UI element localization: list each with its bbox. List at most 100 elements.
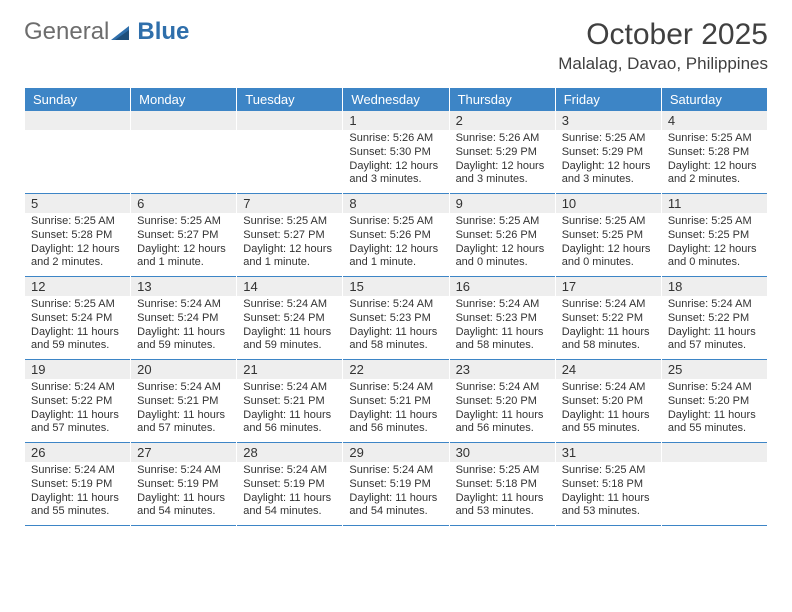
day-number: 25 xyxy=(662,360,767,379)
day-info xyxy=(25,130,130,138)
daylight-text: Daylight: 12 hours and 3 minutes. xyxy=(349,160,442,188)
day-info: Sunrise: 5:25 AMSunset: 5:26 PMDaylight:… xyxy=(343,213,448,276)
sunrise-text: Sunrise: 5:24 AM xyxy=(243,464,336,478)
day-info: Sunrise: 5:24 AMSunset: 5:24 PMDaylight:… xyxy=(131,296,236,359)
sunset-text: Sunset: 5:22 PM xyxy=(668,312,761,326)
sunrise-text: Sunrise: 5:25 AM xyxy=(243,215,336,229)
day-cell-info: Sunrise: 5:24 AMSunset: 5:19 PMDaylight:… xyxy=(131,462,236,526)
day-number: 4 xyxy=(662,111,767,130)
day-cell-number: 19 xyxy=(25,360,130,379)
day-cell-info xyxy=(237,130,342,194)
sunrise-text: Sunrise: 5:24 AM xyxy=(137,381,230,395)
sunrise-text: Sunrise: 5:25 AM xyxy=(137,215,230,229)
day-number: 24 xyxy=(556,360,661,379)
daylight-text: Daylight: 11 hours and 58 minutes. xyxy=(349,326,442,354)
day-cell-number: 4 xyxy=(662,111,767,130)
day-cell-number: 31 xyxy=(556,443,661,462)
day-number xyxy=(25,111,130,115)
sunrise-text: Sunrise: 5:26 AM xyxy=(349,132,442,146)
week-info-row: Sunrise: 5:24 AMSunset: 5:22 PMDaylight:… xyxy=(25,379,767,443)
sunrise-text: Sunrise: 5:24 AM xyxy=(562,381,655,395)
day-header: Tuesday xyxy=(237,88,342,111)
day-number: 8 xyxy=(343,194,448,213)
day-info: Sunrise: 5:24 AMSunset: 5:19 PMDaylight:… xyxy=(131,462,236,525)
sunset-text: Sunset: 5:19 PM xyxy=(137,478,230,492)
day-cell-info xyxy=(131,130,236,194)
day-number: 2 xyxy=(450,111,555,130)
day-cell-number: 20 xyxy=(131,360,236,379)
daylight-text: Daylight: 12 hours and 2 minutes. xyxy=(31,243,124,271)
sunset-text: Sunset: 5:18 PM xyxy=(456,478,549,492)
day-info: Sunrise: 5:24 AMSunset: 5:22 PMDaylight:… xyxy=(662,296,767,359)
day-cell-info: Sunrise: 5:25 AMSunset: 5:28 PMDaylight:… xyxy=(25,213,130,277)
day-number: 14 xyxy=(237,277,342,296)
day-cell-number: 16 xyxy=(450,277,555,296)
daylight-text: Daylight: 11 hours and 53 minutes. xyxy=(456,492,549,520)
day-cell-info: Sunrise: 5:25 AMSunset: 5:27 PMDaylight:… xyxy=(131,213,236,277)
sunset-text: Sunset: 5:21 PM xyxy=(243,395,336,409)
day-info: Sunrise: 5:25 AMSunset: 5:27 PMDaylight:… xyxy=(237,213,342,276)
daylight-text: Daylight: 11 hours and 59 minutes. xyxy=(243,326,336,354)
day-info: Sunrise: 5:24 AMSunset: 5:23 PMDaylight:… xyxy=(343,296,448,359)
day-cell-number: 10 xyxy=(556,194,661,213)
daylight-text: Daylight: 12 hours and 0 minutes. xyxy=(562,243,655,271)
day-number: 3 xyxy=(556,111,661,130)
sunset-text: Sunset: 5:23 PM xyxy=(349,312,442,326)
day-number: 22 xyxy=(343,360,448,379)
day-header: Wednesday xyxy=(343,88,448,111)
day-cell-info: Sunrise: 5:25 AMSunset: 5:25 PMDaylight:… xyxy=(662,213,767,277)
day-info: Sunrise: 5:25 AMSunset: 5:26 PMDaylight:… xyxy=(450,213,555,276)
day-number xyxy=(662,443,767,447)
location-text: Malalag, Davao, Philippines xyxy=(558,54,768,74)
day-cell-number: 2 xyxy=(450,111,555,130)
day-info: Sunrise: 5:24 AMSunset: 5:19 PMDaylight:… xyxy=(343,462,448,525)
week-info-row: Sunrise: 5:25 AMSunset: 5:28 PMDaylight:… xyxy=(25,213,767,277)
sunrise-text: Sunrise: 5:24 AM xyxy=(31,464,124,478)
day-cell-info: Sunrise: 5:24 AMSunset: 5:20 PMDaylight:… xyxy=(450,379,555,443)
day-cell-number: 24 xyxy=(556,360,661,379)
day-info xyxy=(662,462,767,470)
day-number: 6 xyxy=(131,194,236,213)
day-cell-number: 13 xyxy=(131,277,236,296)
daylight-text: Daylight: 11 hours and 54 minutes. xyxy=(243,492,336,520)
daylight-text: Daylight: 11 hours and 55 minutes. xyxy=(31,492,124,520)
day-info: Sunrise: 5:24 AMSunset: 5:22 PMDaylight:… xyxy=(556,296,661,359)
day-info: Sunrise: 5:25 AMSunset: 5:27 PMDaylight:… xyxy=(131,213,236,276)
day-cell-info: Sunrise: 5:25 AMSunset: 5:18 PMDaylight:… xyxy=(450,462,555,526)
sunrise-text: Sunrise: 5:25 AM xyxy=(562,132,655,146)
title-block: October 2025 Malalag, Davao, Philippines xyxy=(558,18,768,74)
sunset-text: Sunset: 5:25 PM xyxy=(562,229,655,243)
day-cell-number: 9 xyxy=(450,194,555,213)
day-cell-info: Sunrise: 5:26 AMSunset: 5:29 PMDaylight:… xyxy=(450,130,555,194)
day-info: Sunrise: 5:24 AMSunset: 5:20 PMDaylight:… xyxy=(450,379,555,442)
month-title: October 2025 xyxy=(558,18,768,52)
day-cell-number: 21 xyxy=(237,360,342,379)
day-cell-number: 15 xyxy=(343,277,448,296)
daylight-text: Daylight: 12 hours and 0 minutes. xyxy=(668,243,761,271)
sunrise-text: Sunrise: 5:25 AM xyxy=(456,464,549,478)
header: General Blue October 2025 Malalag, Davao… xyxy=(24,18,768,74)
sunset-text: Sunset: 5:23 PM xyxy=(456,312,549,326)
day-cell-info: Sunrise: 5:24 AMSunset: 5:22 PMDaylight:… xyxy=(556,296,661,360)
sunset-text: Sunset: 5:21 PM xyxy=(137,395,230,409)
daylight-text: Daylight: 12 hours and 1 minute. xyxy=(137,243,230,271)
day-cell-number: 28 xyxy=(237,443,342,462)
sunset-text: Sunset: 5:26 PM xyxy=(456,229,549,243)
day-info: Sunrise: 5:26 AMSunset: 5:30 PMDaylight:… xyxy=(343,130,448,193)
week-info-row: Sunrise: 5:25 AMSunset: 5:24 PMDaylight:… xyxy=(25,296,767,360)
sunset-text: Sunset: 5:20 PM xyxy=(562,395,655,409)
sunrise-text: Sunrise: 5:25 AM xyxy=(668,215,761,229)
sunrise-text: Sunrise: 5:24 AM xyxy=(349,381,442,395)
brand-logo: General Blue xyxy=(24,18,189,46)
sunrise-text: Sunrise: 5:24 AM xyxy=(668,298,761,312)
day-info: Sunrise: 5:25 AMSunset: 5:18 PMDaylight:… xyxy=(450,462,555,525)
daylight-text: Daylight: 11 hours and 58 minutes. xyxy=(456,326,549,354)
daylight-text: Daylight: 11 hours and 56 minutes. xyxy=(243,409,336,437)
sunrise-text: Sunrise: 5:24 AM xyxy=(456,381,549,395)
day-cell-number xyxy=(25,111,130,130)
day-info: Sunrise: 5:24 AMSunset: 5:20 PMDaylight:… xyxy=(662,379,767,442)
day-cell-info xyxy=(662,462,767,526)
sunset-text: Sunset: 5:27 PM xyxy=(243,229,336,243)
day-number: 28 xyxy=(237,443,342,462)
day-cell-info: Sunrise: 5:24 AMSunset: 5:23 PMDaylight:… xyxy=(450,296,555,360)
